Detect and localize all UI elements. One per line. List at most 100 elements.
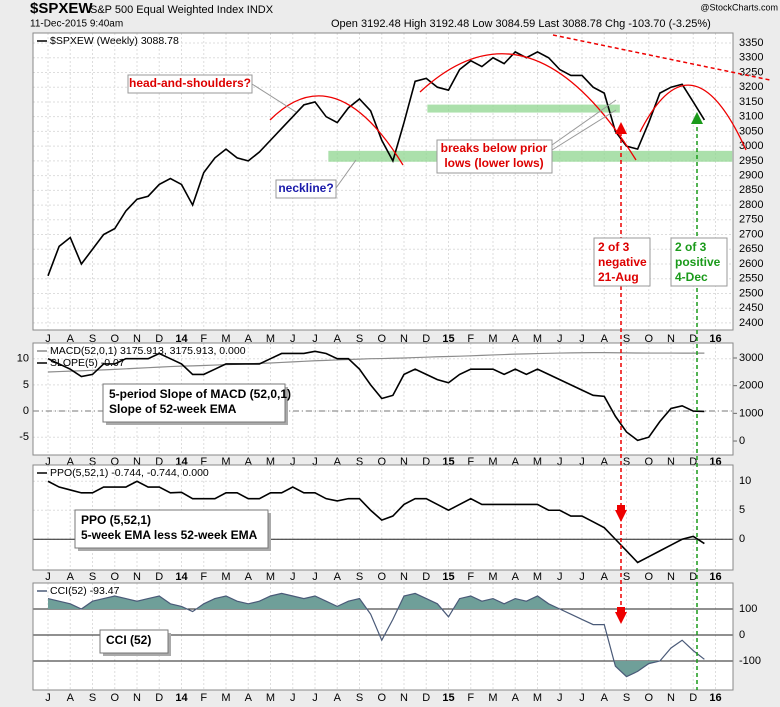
x-tick-label: M [266,571,275,583]
x-tick-label: A [67,692,75,704]
annotation: neckline? [278,181,333,195]
plot-border [32,464,734,571]
x-tick-label: M [221,456,230,468]
x-tick-label: S [623,333,630,345]
threshold-fill [613,661,660,677]
x-tick-label: A [245,571,253,583]
annotation-box [436,139,553,174]
y-tick-label: 3300 [739,52,763,64]
y-tick-label: -5 [19,431,29,443]
x-tick-label: M [221,692,230,704]
arrow [615,607,627,624]
x-tick-label: J [312,692,318,704]
y-tick-label: 3150 [739,96,763,108]
trend-line [552,34,771,81]
x-tick-label: F [200,333,207,345]
y-tick-label: 2800 [739,199,763,211]
y-tick-label: 100 [739,603,757,615]
arc [419,53,637,161]
price-band [427,104,620,113]
x-tick-label: A [601,571,609,583]
x-tick-label: O [377,333,386,345]
x-tick-label: F [467,692,474,704]
x-tick-label: A [512,456,520,468]
x-tick-label: J [557,456,563,468]
y-tick-label: 2600 [739,258,763,270]
note-text: PPO (5,52,1) [81,513,151,527]
callout [551,109,617,151]
x-tick-label: D [155,692,163,704]
x-tick-label: 14 [175,333,188,345]
x-tick-label: D [689,692,697,704]
y-tick-label: 2400 [739,317,763,329]
x-tick-label: A [334,456,342,468]
x-tick-label: S [356,333,363,345]
x-tick-label: M [266,456,275,468]
x-tick-label: M [533,571,542,583]
x-tick-label: J [290,456,296,468]
y-tick-label: 3250 [739,66,763,78]
x-tick-label: 16 [709,333,721,345]
x-tick-label: N [667,692,675,704]
x-tick-label: M [533,456,542,468]
plot-border [32,32,734,331]
x-tick-label: D [155,333,163,345]
x-tick-label: A [245,692,253,704]
x-tick-label: D [422,333,430,345]
x-tick-label: S [623,456,630,468]
x-tick-label: A [245,333,253,345]
x-tick-label: 15 [442,333,454,345]
x-tick-label: S [89,456,96,468]
y-tick-label: 2650 [739,243,763,255]
plot-border [32,582,734,691]
x-tick-label: F [467,456,474,468]
x-tick-label: M [488,571,497,583]
annotation: negative [598,255,647,269]
y-tick-label: 2700 [739,228,763,240]
x-tick-label: S [89,692,96,704]
x-tick-label: J [579,571,585,583]
y-tick-label: 0 [739,629,745,641]
annotation: 4-Dec [675,270,708,284]
x-tick-label: O [110,692,119,704]
y-tick-label: 3200 [739,81,763,93]
x-tick-label: N [667,456,675,468]
x-tick-label: F [200,692,207,704]
annotation: 2 of 3 [598,240,630,254]
x-tick-label: J [579,456,585,468]
x-tick-label: J [45,571,51,583]
arc [269,95,404,166]
note-text: 5-period Slope of MACD (52,0,1) [109,387,291,401]
threshold-fill [48,593,705,610]
y-tick-label: 10 [17,353,29,365]
x-tick-label: M [533,692,542,704]
x-tick-label: J [557,571,563,583]
x-tick-label: M [266,692,275,704]
x-tick-label: J [290,692,296,704]
x-tick-label: N [400,456,408,468]
x-tick-label: 16 [709,692,721,704]
x-tick-label: 15 [442,692,454,704]
x-tick-label: O [377,571,386,583]
x-tick-label: O [644,571,653,583]
x-tick-label: J [45,333,51,345]
y-tick-label: 5 [739,504,745,516]
x-tick-label: D [422,692,430,704]
x-tick-label: J [312,333,318,345]
y-tick-label: 0 [23,405,29,417]
y-tick-label: 0 [739,533,745,545]
annotation-box [275,179,337,199]
symbol: $SPXEW [30,0,93,17]
legend-label: MACD(52,0,1) 3175.913, 3175.913, 0.000 [50,345,246,357]
legend-label: CCI(52) -93.47 [50,585,120,597]
series-line [47,592,705,678]
index-name: S&P 500 Equal Weighted Index INDX [90,4,274,16]
x-tick-label: 16 [709,571,721,583]
callout [335,159,357,189]
x-tick-label: J [312,456,318,468]
note-box [102,383,286,423]
legend-label: $SPXEW (Weekly) 3088.78 [50,35,179,47]
x-tick-label: J [312,571,318,583]
x-tick-label: N [133,456,141,468]
